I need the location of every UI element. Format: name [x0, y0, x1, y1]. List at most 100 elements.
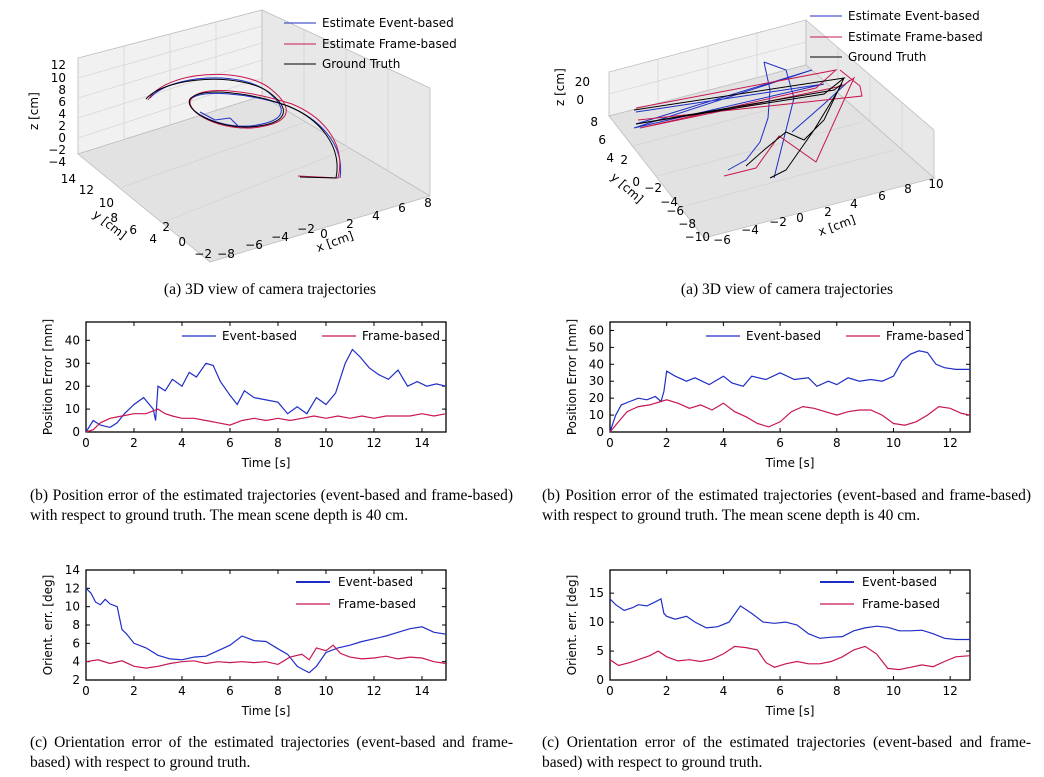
left-orientation-caption: (c) Orientation error of the estimated t… [30, 734, 513, 771]
right-y-tick: −4 [660, 195, 678, 209]
legend-entry: Ground Truth [322, 57, 400, 71]
right-y-tick: 0 [632, 175, 640, 189]
x-tick-label: 0 [82, 684, 90, 698]
left-x-tick: 2 [346, 217, 354, 231]
right-orientation-chart: 0 2 4 6 8 10 12 0 5 10 15 Time [s] Orient. err. [deg… [565, 569, 971, 718]
left-x-tick: −8 [217, 247, 235, 261]
y-tick-label: 40 [65, 333, 80, 347]
x-tick-label: 4 [720, 684, 728, 698]
legend-label: Event-based [746, 329, 821, 343]
left-y-tick: 10 [99, 196, 114, 210]
right-y-tick: −6 [666, 204, 684, 218]
x-tick-label: 2 [663, 436, 671, 450]
left-position-caption: (b) Position error of the estimated traj… [30, 487, 513, 524]
x-tick-label: 12 [943, 684, 958, 698]
x-tick-label: 2 [663, 684, 671, 698]
y-tick-label: 30 [589, 374, 604, 388]
x-tick-label: 12 [366, 684, 381, 698]
legend-label: Event-based [862, 575, 937, 589]
series-line-event [85, 587, 447, 674]
left-x-tick: −6 [245, 238, 263, 252]
left-y-tick: 2 [162, 220, 170, 234]
left-z-tick: 4 [58, 107, 66, 121]
left-z-tick: 6 [58, 95, 66, 109]
left-y-tick: 12 [79, 183, 94, 197]
x-tick-label: 10 [318, 436, 333, 450]
y-tick-label: 2 [72, 673, 80, 687]
y-tick-label: 20 [65, 379, 80, 393]
left-z-tick: 8 [58, 83, 66, 97]
series-line-event [85, 348, 447, 433]
left-x-tick: −2 [297, 222, 315, 236]
x-tick-label: 10 [886, 684, 901, 698]
y-tick-label: 20 [589, 391, 604, 405]
x-tick-label: 8 [274, 684, 282, 698]
plot-frame [609, 569, 971, 681]
y-tick-label: 40 [589, 357, 604, 371]
right-x-tick: 4 [850, 197, 858, 211]
y-tick-label: 14 [65, 563, 80, 577]
legend-label: Frame-based [862, 597, 940, 611]
legend-entry: Estimate Frame-based [848, 30, 983, 44]
right-x-tick: 6 [878, 189, 886, 203]
right-z-tick: 20 [575, 75, 590, 89]
legend-label: Frame-based [886, 329, 964, 343]
right-y-tick: 8 [590, 115, 598, 129]
series-line-frame [609, 399, 971, 433]
series-line-frame [85, 408, 447, 433]
left-z-tick: 12 [51, 58, 66, 72]
series-line-event [609, 350, 970, 433]
right-3d-legend: Estimate Event-based Estimate Frame-base… [810, 9, 983, 64]
left-y-tick: 14 [61, 172, 76, 186]
legend-entry: Estimate Event-based [322, 16, 454, 30]
right-z-axis-label: z [cm] [553, 68, 567, 106]
right-3d-frame-trajectory [635, 69, 863, 177]
y-tick-label: 12 [65, 581, 80, 595]
legend-entry: Estimate Event-based [848, 9, 980, 23]
y-tick-label: 10 [65, 600, 80, 614]
left-x-tick: 4 [372, 209, 380, 223]
left-z-tick: 0 [58, 131, 66, 145]
left-traj3d-plot: 12 10 8 6 4 2 0 −2 −4 z [cm] 14 12 10 8 … [27, 9, 457, 263]
x-tick-label: 14 [414, 436, 429, 450]
x-tick-label: 6 [776, 684, 784, 698]
right-z-tick: 0 [576, 93, 584, 107]
legend-label: Event-based [222, 329, 297, 343]
y-tick-label: 0 [596, 673, 604, 687]
y-tick-label: 10 [589, 408, 604, 422]
right-3d-event-trajectory [633, 61, 851, 179]
y-tick-label: 0 [72, 425, 80, 439]
right-x-tick: −6 [713, 233, 731, 247]
y-axis-label: Orient. err. [deg] [565, 575, 579, 676]
x-axis-label: Time [s] [241, 704, 291, 718]
x-tick-label: 8 [833, 684, 841, 698]
left-z-tick: −4 [48, 155, 66, 169]
y-tick-label: 15 [589, 586, 604, 600]
left-z-tick: 10 [51, 71, 66, 85]
right-x-tick: 10 [928, 177, 943, 191]
y-axis-label: Position Error [mm] [41, 319, 55, 435]
x-tick-label: 0 [606, 684, 614, 698]
x-axis-label: Time [s] [765, 704, 815, 718]
x-tick-label: 10 [318, 684, 333, 698]
right-x-tick: −4 [741, 223, 759, 237]
x-tick-label: 4 [178, 436, 186, 450]
right-y-tick: −10 [685, 230, 710, 244]
x-tick-label: 2 [130, 684, 138, 698]
x-tick-label: 8 [274, 436, 282, 450]
left-z-axis-label: z [cm] [27, 92, 41, 130]
x-tick-label: 4 [720, 436, 728, 450]
legend-label: Frame-based [338, 597, 416, 611]
left-y-tick: 6 [129, 223, 137, 237]
left-x-tick: 8 [424, 196, 432, 210]
series-line-frame [609, 645, 971, 671]
left-3d-truth-trajectory [145, 78, 338, 179]
x-tick-label: 8 [833, 436, 841, 450]
y-tick-label: 10 [589, 615, 604, 629]
x-tick-label: 14 [414, 684, 429, 698]
y-axis-label: Orient. err. [deg] [41, 575, 55, 676]
x-tick-label: 2 [130, 436, 138, 450]
x-tick-label: 6 [776, 436, 784, 450]
